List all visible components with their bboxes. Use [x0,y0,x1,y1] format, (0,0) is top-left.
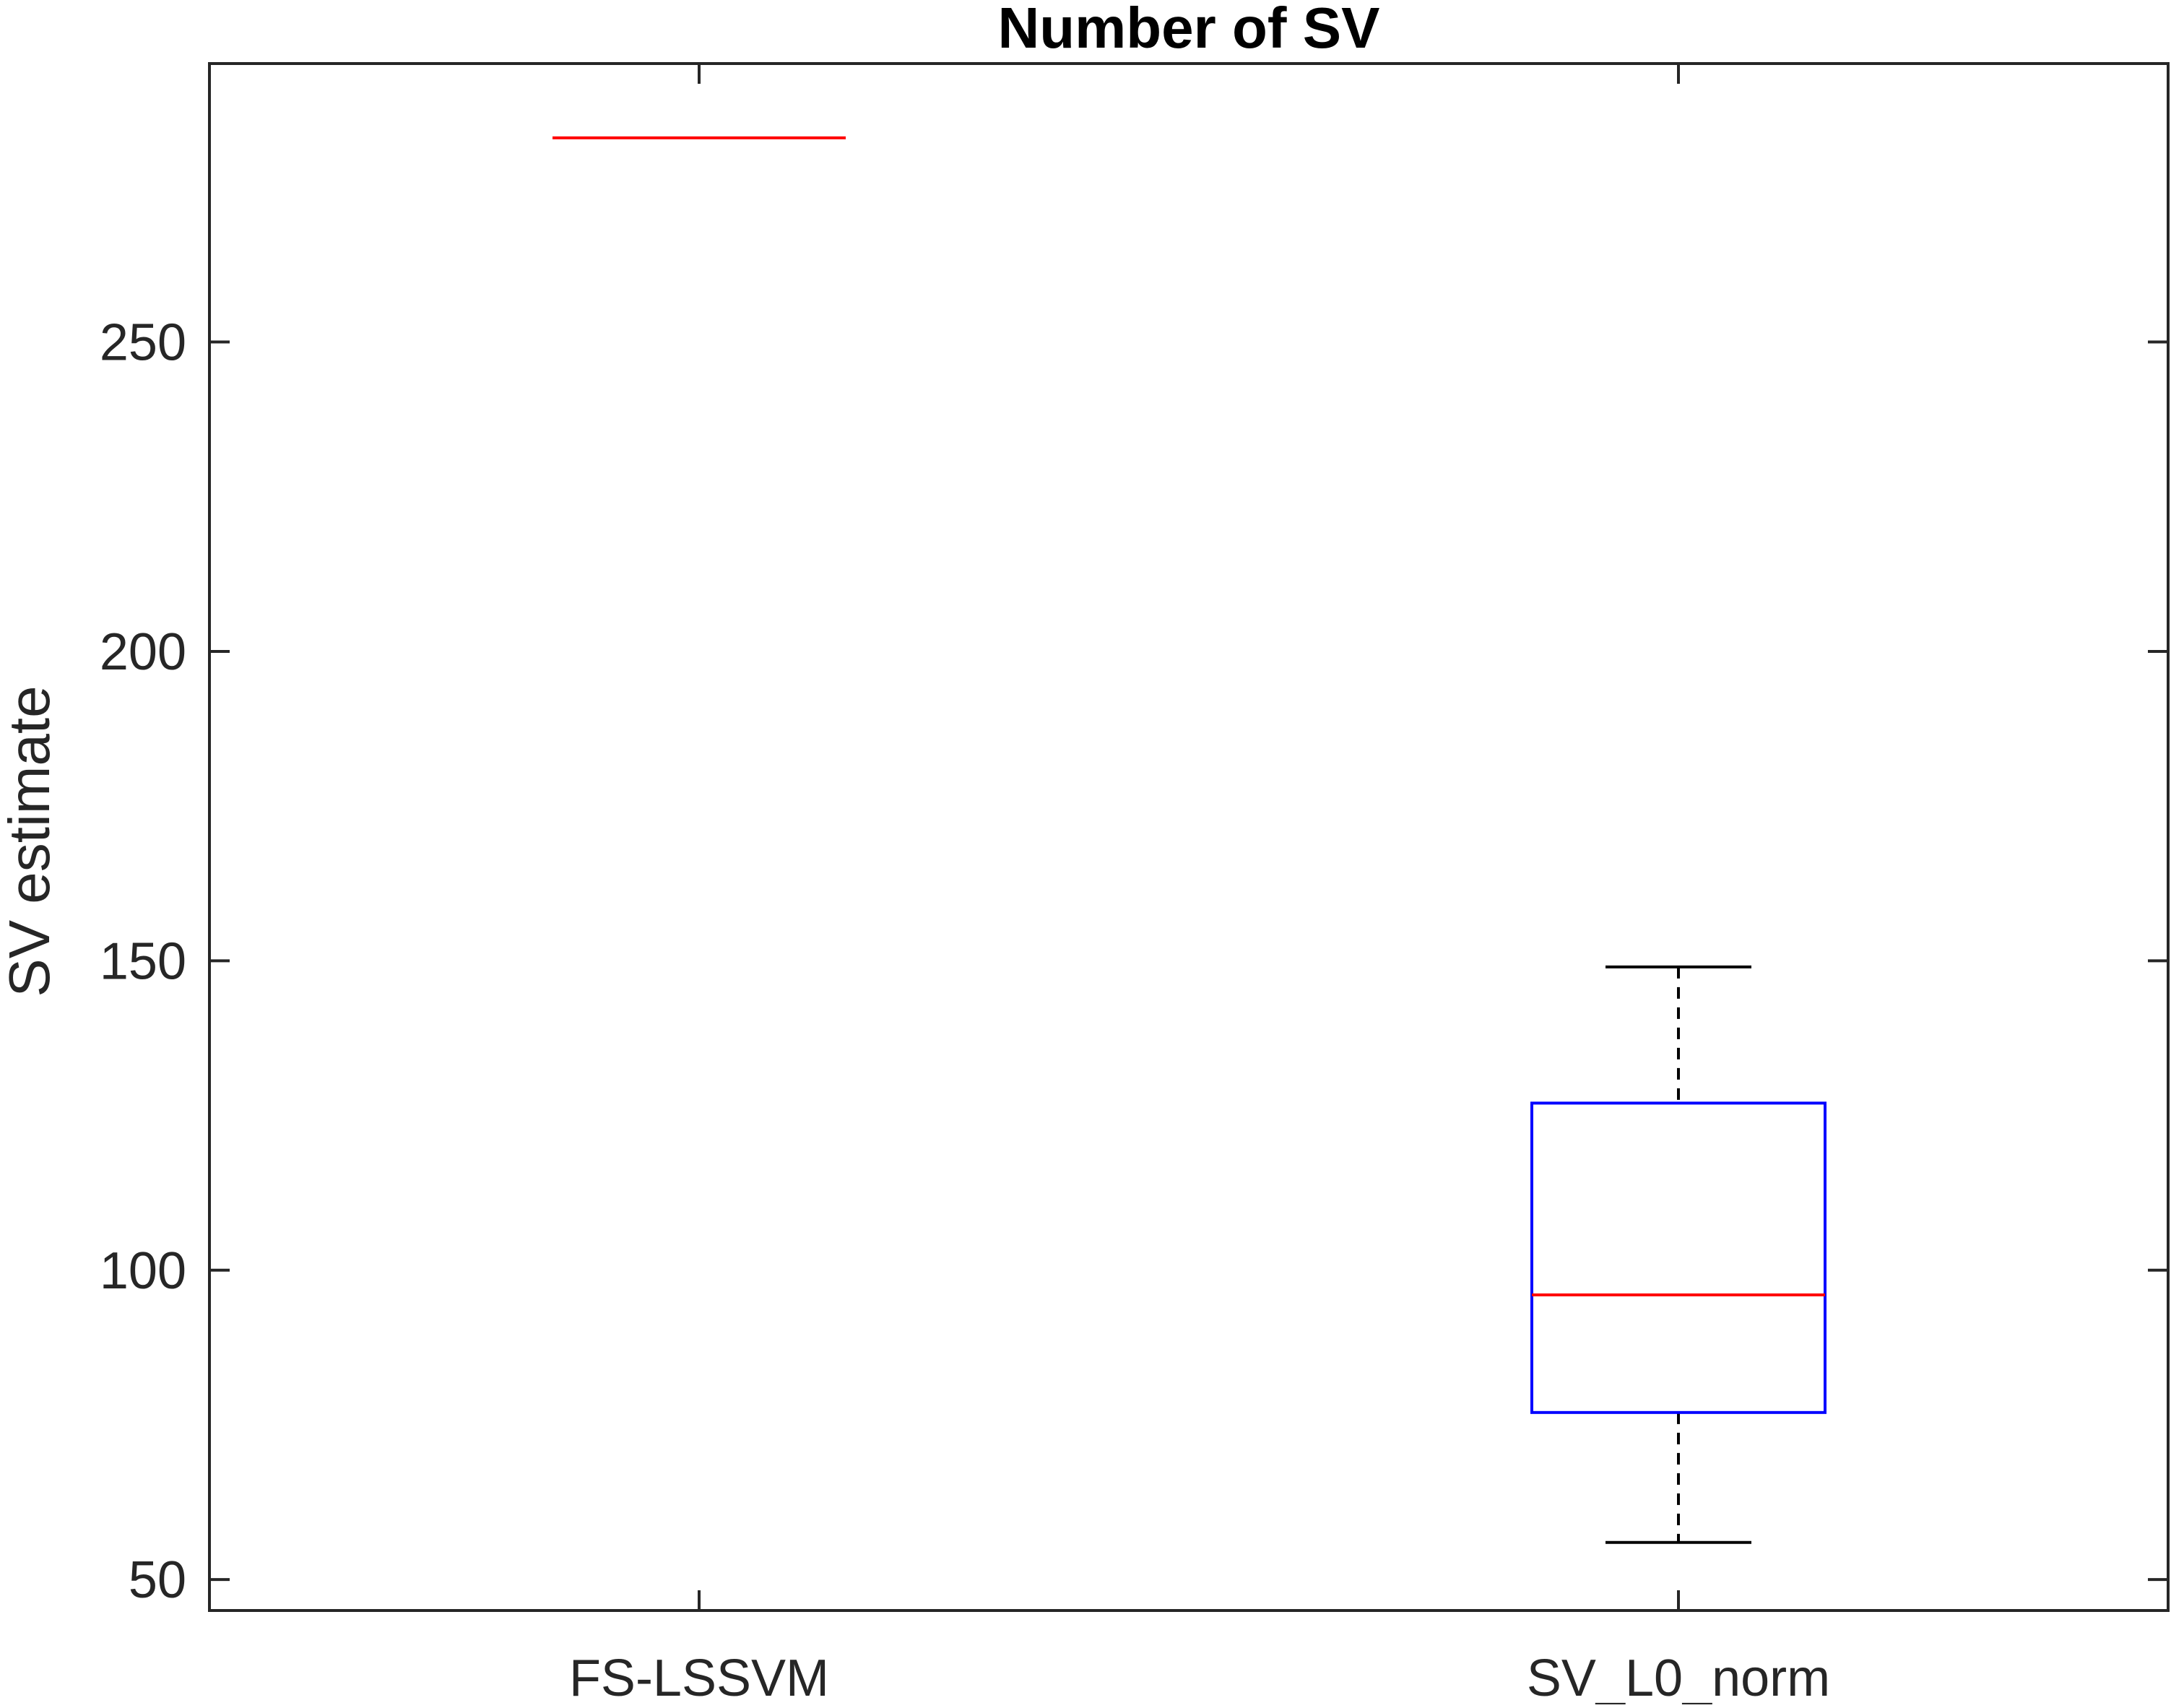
y-axis-label: SV estimate [0,685,61,997]
box-SV_L0_norm [1530,965,1826,1544]
y-tick-label: 100 [100,1242,186,1300]
y-tick-label: 50 [129,1551,186,1609]
iqr-box [1530,1101,1826,1414]
x-tick-label: SV_L0_norm [1527,1650,1830,1704]
boxes-layer [552,136,1826,1544]
y-tick-label: 200 [100,623,186,681]
ticks-layer: 50 100 150 200 250 FS-LSSVM SV_L0_norm [100,64,2168,1707]
y-tick-label: 250 [100,314,186,372]
x-tick-label: FS-LSSVM [569,1650,829,1704]
y-tick-label: 150 [100,932,186,990]
chart-title: Number of SV [998,0,1380,60]
plot-frame [208,62,2170,1612]
